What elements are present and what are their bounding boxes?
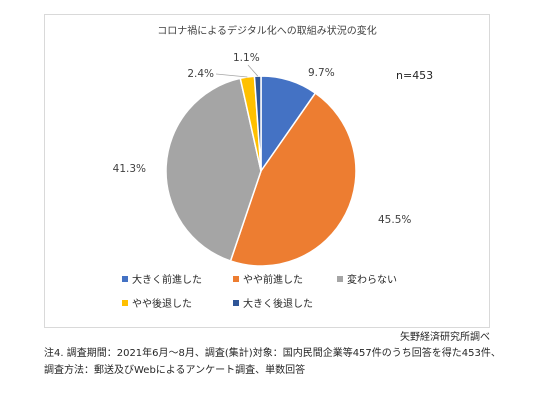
legend-label-1: 大きく前進した [132,273,202,286]
legend-swatch-1 [122,276,128,282]
legend-label-5: 大きく後退した [243,297,313,310]
leader-line-4 [215,73,248,78]
slice-value-label-3: 41.3% [113,163,146,175]
legend-label-4: やや後退した [132,297,192,310]
legend-swatch-3 [337,276,343,282]
legend-swatch-4 [122,300,128,306]
legend-swatch-2 [233,276,239,282]
note-line-2: 調査方法：郵送及びWebによるアンケート調査、単数回答 [44,365,306,376]
source-credit: 矢野経済研究所調べ [400,332,490,343]
slice-value-label-1: 9.7% [308,67,335,79]
sample-size-label: n=453 [396,69,434,82]
slice-value-label-5: 1.1% [233,52,260,64]
slice-value-label-4: 2.4% [187,68,214,80]
slice-value-label-2: 45.5% [378,214,411,226]
chart-frame [44,14,490,328]
leader-line-5 [247,64,259,77]
legend-label-3: 変わらない [347,273,397,286]
chart-title: コロナ禍によるデジタル化への取組み状況の変化 [157,26,377,37]
legend-swatch-5 [233,300,239,306]
pie-slice-2 [229,92,357,267]
pie-slice-3 [165,77,262,262]
note-line-1: 注4. 調査期間：2021年6月～8月、調査(集計)対象：国内民間企業等457件… [44,348,501,359]
legend-label-2: やや前進した [243,273,303,286]
